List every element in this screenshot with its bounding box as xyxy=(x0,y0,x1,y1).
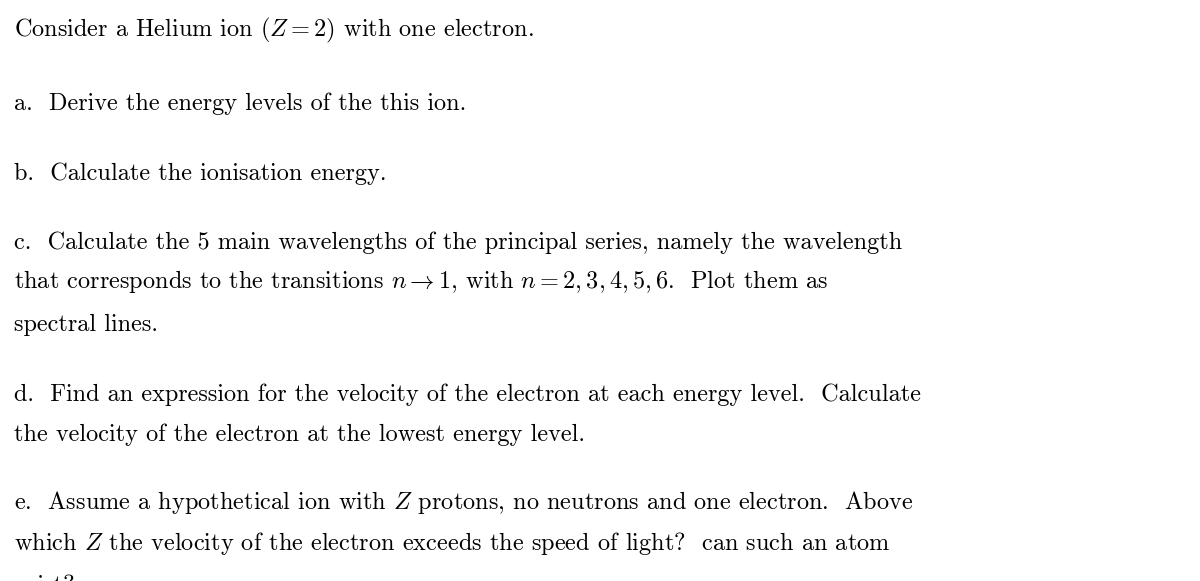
Text: c.  Calculate the 5 main wavelengths of the principal series, namely the wavelen: c. Calculate the 5 main wavelengths of t… xyxy=(14,232,902,254)
Text: d.  Find an expression for the velocity of the electron at each energy level.  C: d. Find an expression for the velocity o… xyxy=(14,383,922,406)
Text: a.  Derive the energy levels of the this ion.: a. Derive the energy levels of the this … xyxy=(14,92,467,115)
Text: which $Z$ the velocity of the electron exceeds the speed of light?  can such an : which $Z$ the velocity of the electron e… xyxy=(14,530,890,557)
Text: b.  Calculate the ionisation energy.: b. Calculate the ionisation energy. xyxy=(14,162,386,185)
Text: the velocity of the electron at the lowest energy level.: the velocity of the electron at the lowe… xyxy=(14,424,586,446)
Text: spectral lines.: spectral lines. xyxy=(14,314,158,336)
Text: exist?: exist? xyxy=(14,575,76,581)
Text: that corresponds to the transitions $n \rightarrow 1$, with $n = 2, 3, 4, 5, 6$.: that corresponds to the transitions $n \… xyxy=(14,268,829,295)
Text: e.  Assume a hypothetical ion with $Z$ protons, no neutrons and one electron.  A: e. Assume a hypothetical ion with $Z$ pr… xyxy=(14,489,914,516)
Text: Consider a Helium ion ($Z = 2$) with one electron.: Consider a Helium ion ($Z = 2$) with one… xyxy=(14,16,534,45)
